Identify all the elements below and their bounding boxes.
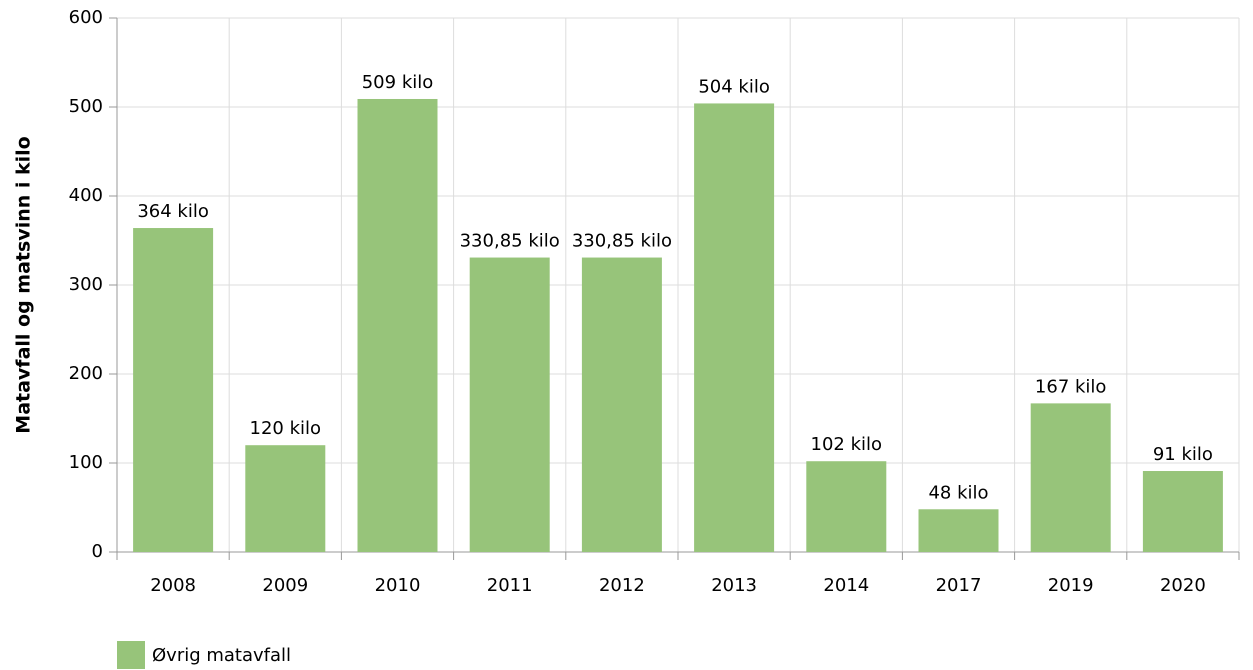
- x-tick-label: 2008: [150, 575, 196, 596]
- x-tick-label: 2019: [1048, 575, 1094, 596]
- y-tick-label: 100: [69, 452, 103, 473]
- x-tick-label: 2009: [262, 575, 308, 596]
- legend-swatch: [117, 641, 145, 669]
- y-tick-label: 300: [69, 274, 103, 295]
- y-tick-label: 0: [92, 541, 103, 562]
- value-label: 509 kilo: [362, 72, 434, 93]
- y-tick-label: 500: [69, 96, 103, 117]
- value-label: 120 kilo: [250, 418, 322, 439]
- x-tick-label: 2011: [487, 575, 533, 596]
- value-label: 91 kilo: [1153, 444, 1213, 465]
- bar: [1030, 403, 1111, 552]
- value-label: 167 kilo: [1035, 376, 1107, 397]
- x-tick-label: 2020: [1160, 575, 1206, 596]
- y-tick-label: 400: [69, 185, 103, 206]
- bar: [357, 98, 438, 553]
- bar: [245, 445, 326, 552]
- value-label: 504 kilo: [698, 76, 770, 97]
- bar: [918, 509, 999, 552]
- x-tick-label: 2017: [936, 575, 982, 596]
- x-tick-label: 2013: [711, 575, 757, 596]
- y-axis-label: Matavfall og matsvinn i kilo: [13, 136, 35, 433]
- y-tick-label: 600: [69, 7, 103, 28]
- value-label: 330,85 kilo: [460, 231, 560, 252]
- x-tick-label: 2012: [599, 575, 645, 596]
- y-tick-label: 200: [69, 363, 103, 384]
- value-label: 364 kilo: [137, 201, 209, 222]
- x-tick-label: 2014: [823, 575, 869, 596]
- bar: [133, 228, 214, 553]
- bar: [694, 103, 775, 552]
- value-label: 102 kilo: [811, 434, 883, 455]
- bar: [469, 257, 550, 552]
- value-label: 330,85 kilo: [572, 231, 672, 252]
- x-tick-label: 2010: [375, 575, 421, 596]
- bar: [581, 257, 662, 552]
- bar: [806, 461, 887, 552]
- legend-label: Øvrig matavfall: [152, 645, 291, 666]
- value-label: 48 kilo: [928, 482, 988, 503]
- bar: [1142, 471, 1223, 552]
